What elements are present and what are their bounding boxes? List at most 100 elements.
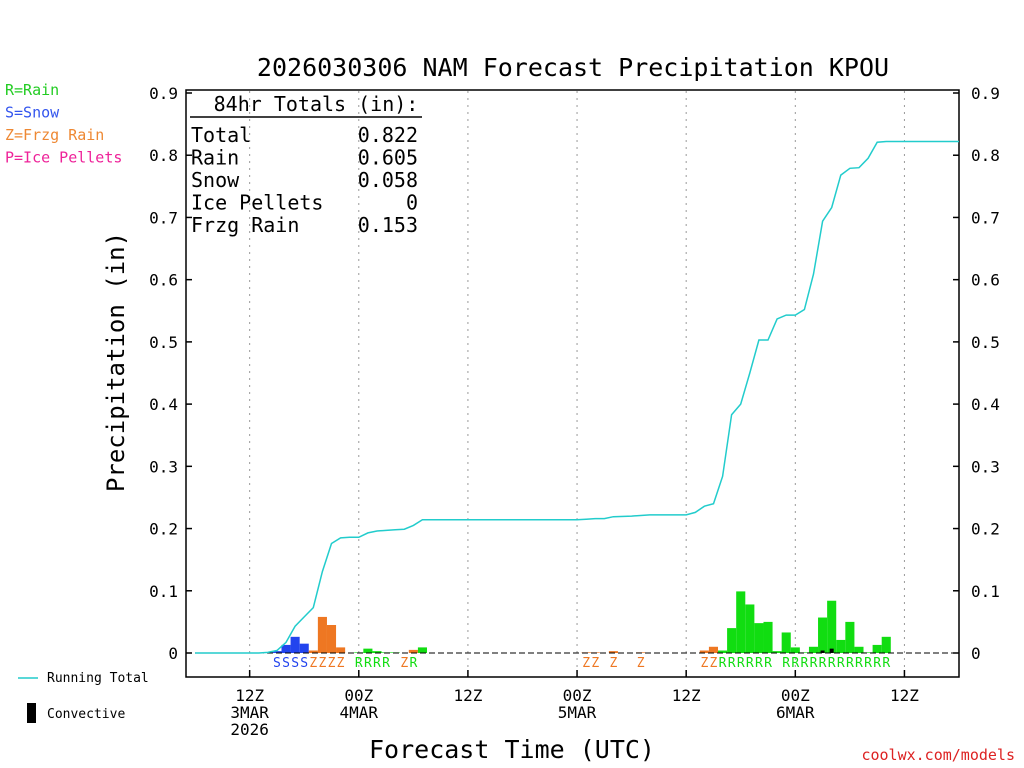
- rain-bar: [417, 647, 427, 653]
- watermark: coolwx.com/models: [861, 746, 1015, 764]
- x-tick-label: 12Z: [672, 686, 701, 705]
- y-tick-label-left: 0.3: [149, 457, 178, 476]
- line-legend: Running Total Convective: [18, 671, 149, 723]
- y-tick-label-left: 0.4: [149, 395, 178, 414]
- rain-bar: [363, 648, 373, 653]
- rain-bar: [772, 651, 782, 653]
- ptype-letter: R: [737, 656, 745, 671]
- ptype-letter: Z: [337, 656, 345, 671]
- rain-bar: [808, 646, 819, 653]
- totals-row-label: Frzg Rain: [191, 213, 299, 237]
- frzg-bar: [699, 650, 709, 653]
- ptype-letter: R: [819, 656, 827, 671]
- rain-bar: [727, 628, 737, 653]
- snow-bar: [290, 636, 300, 653]
- rain-bar: [763, 621, 773, 653]
- ptype-legend-entry: S=Snow: [5, 104, 60, 122]
- totals-row-label: Ice Pellets: [191, 191, 323, 215]
- y-tick-label-right: 0.1: [971, 582, 1000, 601]
- snow-bar: [281, 644, 291, 653]
- ptype-letter: R: [873, 656, 881, 671]
- ptype-letter: S: [282, 656, 290, 671]
- y-tick-label-left: 0.8: [149, 146, 178, 165]
- ptype-letter: R: [791, 656, 799, 671]
- rain-bar: [718, 650, 728, 653]
- ptype-letter: R: [409, 656, 417, 671]
- y-axis-ticks: 0 0 0.1 0.1 0.2 0.2 0.3 0.3 0.4 0.4 0.5 0.5 0.6 0.6 0.…: [149, 84, 1000, 663]
- x-tick-label: 12Z: [453, 686, 482, 705]
- bar-series: [272, 591, 891, 653]
- running-total-line: [195, 140, 959, 654]
- y-tick-label-left: 0.9: [149, 84, 178, 103]
- ptype-letter: R: [355, 656, 363, 671]
- x-tick-label: 12Z: [235, 686, 264, 705]
- ptype-letter: Z: [582, 656, 590, 671]
- convective-bar: [829, 648, 834, 653]
- ptype-letter: S: [300, 656, 308, 671]
- x-tick-label: 4MAR: [340, 703, 379, 722]
- ptype-legend-entry: P=Ice Pellets: [5, 149, 122, 167]
- x-axis-label: Forecast Time (UTC): [369, 735, 655, 764]
- totals-row-value: 0: [406, 191, 418, 215]
- precip-type-legend: R=Rain S=Snow Z=Frzg Rain P=Ice Pellets: [5, 81, 122, 167]
- snow-bar: [272, 651, 282, 653]
- ptype-letter: R: [719, 656, 727, 671]
- ptype-letter: R: [828, 656, 836, 671]
- plot-frame: [185, 89, 960, 678]
- x-tick-label: 00Z: [563, 686, 592, 705]
- y-axis-label: Precipitation (in): [102, 232, 130, 492]
- totals-row-label: Total: [191, 123, 251, 147]
- ptype-letter: Z: [328, 656, 336, 671]
- y-tick-label-left: 0: [168, 644, 178, 663]
- rain-bar: [845, 621, 855, 653]
- ptype-letter: R: [764, 656, 772, 671]
- rain-bar: [881, 636, 891, 653]
- ptype-letter: R: [755, 656, 763, 671]
- totals-row-label: Snow: [191, 168, 240, 192]
- x-tick-label: 6MAR: [776, 703, 815, 722]
- ptype-letter: R: [855, 656, 863, 671]
- frzg-bar: [408, 649, 418, 653]
- rain-bar: [854, 646, 864, 653]
- totals-row-value: 0.822: [358, 123, 418, 147]
- totals-row-value: 0.605: [358, 146, 418, 170]
- y-tick-label-left: 0.1: [149, 582, 178, 601]
- rain-bar: [745, 604, 755, 653]
- y-tick-label-right: 0.6: [971, 271, 1000, 290]
- frzg-bar: [336, 647, 346, 653]
- convective-bar: [820, 650, 825, 653]
- ptype-letter: Z: [710, 656, 718, 671]
- ptype-letter: Z: [700, 656, 708, 671]
- ptype-letter: R: [373, 656, 381, 671]
- y-tick-label-right: 0.8: [971, 146, 1000, 165]
- y-tick-label-right: 0: [971, 644, 981, 663]
- x-tick-label: 00Z: [781, 686, 810, 705]
- ptype-letter: R: [746, 656, 754, 671]
- totals-row-value: 0.153: [358, 213, 418, 237]
- y-tick-label-left: 0.5: [149, 333, 178, 352]
- vertical-gridlines: [249, 91, 905, 676]
- snow-bar: [299, 643, 309, 653]
- rain-bar: [781, 632, 791, 653]
- ptype-letter: Z: [309, 656, 317, 671]
- rain-bar: [836, 639, 846, 653]
- y-tick-label-left: 0.2: [149, 520, 178, 539]
- rain-bar: [818, 617, 828, 653]
- ptype-letter: R: [846, 656, 854, 671]
- totals-row-value: 0.058: [358, 168, 418, 192]
- ptype-letter: R: [728, 656, 736, 671]
- ptype-letter: R: [800, 656, 808, 671]
- frzg-bar: [608, 651, 618, 653]
- ptype-letter: Z: [591, 656, 599, 671]
- ptype-legend-entry: Z=Frzg Rain: [5, 126, 104, 144]
- rain-bar: [827, 600, 837, 653]
- rain-bar: [736, 591, 746, 653]
- ptype-letter: Z: [400, 656, 408, 671]
- convective-swatch: [27, 703, 36, 723]
- x-tick-label: 2026: [230, 720, 269, 739]
- ptype-letter: Z: [318, 656, 326, 671]
- rain-bar: [799, 652, 809, 653]
- ptype-letter: Z: [637, 656, 645, 671]
